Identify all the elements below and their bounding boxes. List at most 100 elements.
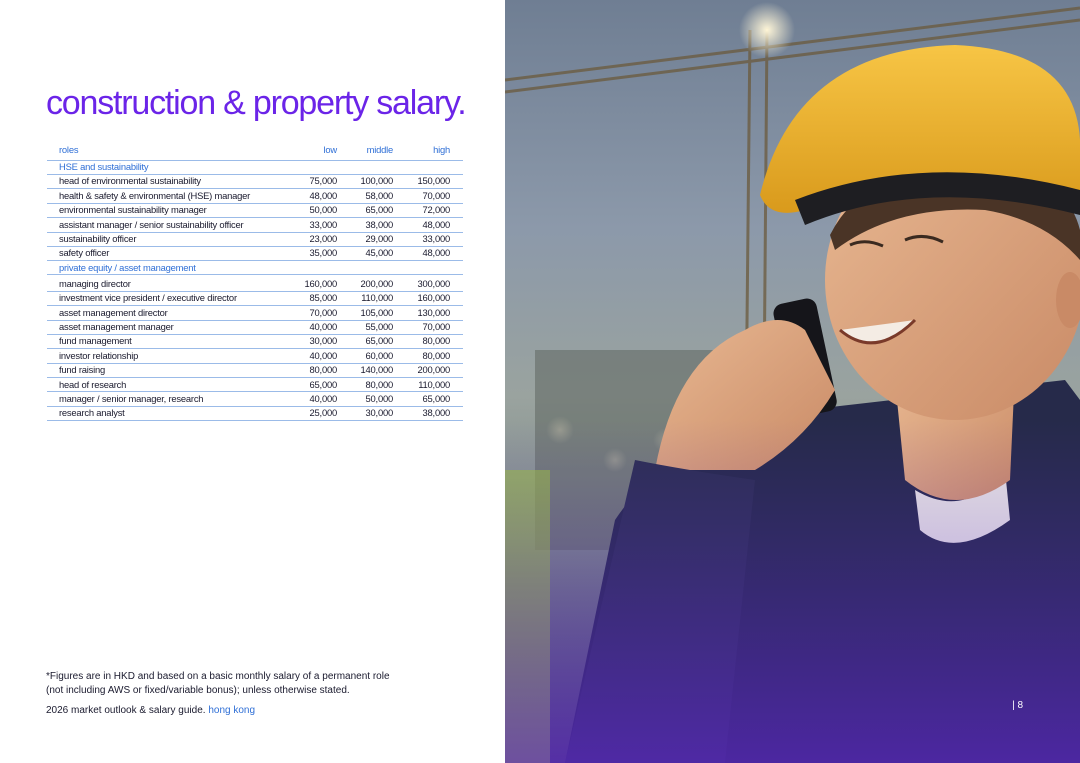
cell-high: 70,000 [393,188,463,204]
cell-low: 33,000 [279,217,337,233]
cell-high: 130,000 [393,305,463,321]
footer-region: hong kong [208,705,256,716]
cell-role: environmental sustainability manager [47,203,279,219]
cell-middle: 58,000 [337,188,393,204]
cell-low: 40,000 [279,348,337,364]
page-footer: 2026 market outlook & salary guide. hong… [46,705,255,716]
cell-role: head of research [47,377,279,393]
cell-low: 160,000 [279,277,337,292]
cell-high: 72,000 [393,203,463,219]
section-label: private equity / asset management [47,260,463,276]
salary-table: roles low middle high HSE and sustainabi… [47,140,463,422]
cell-low: 35,000 [279,246,337,262]
cell-role: fund management [47,334,279,350]
cell-low: 85,000 [279,291,337,307]
cell-low: 48,000 [279,188,337,204]
cell-low: 50,000 [279,203,337,219]
cell-high: 300,000 [393,277,463,292]
cell-low: 70,000 [279,305,337,321]
footnote: *Figures are in HKD and based on a basic… [46,670,446,697]
cell-middle: 110,000 [337,291,393,307]
cell-role: safety officer [47,246,279,262]
table-row: safety officer 35,000 45,000 48,000 [47,246,463,262]
cell-middle: 65,000 [337,334,393,350]
page-number: | 8 [1012,700,1023,711]
footnote-line-2: (not including AWS or fixed/variable bon… [46,684,350,696]
table-row: fund management 30,000 65,000 80,000 [47,334,463,350]
photo-illustration [505,0,1080,763]
construction-worker-photo: | 8 [505,0,1080,763]
table-row: asset management manager 40,000 55,000 7… [47,320,463,335]
cell-low: 40,000 [279,391,337,407]
table-row: asset management director 70,000 105,000… [47,305,463,321]
header-low: low [279,140,337,161]
cell-middle: 50,000 [337,391,393,407]
cell-middle: 45,000 [337,246,393,262]
cell-low: 40,000 [279,320,337,335]
cell-high: 65,000 [393,391,463,407]
table-row: managing director 160,000 200,000 300,00… [47,277,463,292]
cell-high: 200,000 [393,363,463,379]
cell-high: 80,000 [393,334,463,350]
table-row: head of environmental sustainability 75,… [47,174,463,190]
cell-high: 80,000 [393,348,463,364]
cell-role: investment vice president / executive di… [47,291,279,307]
cell-role: head of environmental sustainability [47,174,279,190]
cell-middle: 100,000 [337,174,393,190]
content-panel: construction & property salary. roles lo… [0,0,505,763]
cell-middle: 55,000 [337,320,393,335]
table-row: investor relationship 40,000 60,000 80,0… [47,348,463,364]
cell-middle: 105,000 [337,305,393,321]
cell-role: managing director [47,277,279,292]
cell-role: health & safety & environmental (HSE) ma… [47,188,279,204]
cell-high: 110,000 [393,377,463,393]
cell-role: asset management director [47,305,279,321]
cell-low: 30,000 [279,334,337,350]
header-high: high [393,140,463,161]
cell-middle: 80,000 [337,377,393,393]
footnote-line-1: *Figures are in HKD and based on a basic… [46,671,390,682]
cell-low: 23,000 [279,232,337,247]
cell-role: research analyst [47,406,279,422]
table-row: assistant manager / senior sustainabilit… [47,217,463,233]
cell-middle: 65,000 [337,203,393,219]
table-row: research analyst 25,000 30,000 38,000 [47,406,463,422]
cell-middle: 30,000 [337,406,393,422]
section-label: HSE and sustainability [47,160,463,175]
cell-high: 160,000 [393,291,463,307]
cell-middle: 60,000 [337,348,393,364]
cell-middle: 200,000 [337,277,393,292]
section-header-private-equity: private equity / asset management [47,260,463,276]
cell-high: 38,000 [393,406,463,422]
cell-middle: 140,000 [337,363,393,379]
cell-role: investor relationship [47,348,279,364]
cell-low: 80,000 [279,363,337,379]
cell-role: sustainability officer [47,232,279,247]
footer-guide-title: 2026 market outlook & salary guide. [46,705,206,716]
table-row: manager / senior manager, research 40,00… [47,391,463,407]
table-row: fund raising 80,000 140,000 200,000 [47,363,463,379]
cell-middle: 29,000 [337,232,393,247]
cell-role: manager / senior manager, research [47,391,279,407]
cell-low: 65,000 [279,377,337,393]
table-row: sustainability officer 23,000 29,000 33,… [47,232,463,247]
table-row: health & safety & environmental (HSE) ma… [47,188,463,204]
cell-low: 25,000 [279,406,337,422]
cell-role: assistant manager / senior sustainabilit… [47,217,279,233]
section-header-hse: HSE and sustainability [47,160,463,175]
page-title: construction & property salary. [46,84,467,122]
cell-high: 48,000 [393,246,463,262]
table-row: environmental sustainability manager 50,… [47,203,463,219]
header-middle: middle [337,140,393,161]
table-header-row: roles low middle high [47,140,463,161]
header-roles: roles [47,140,279,161]
cell-middle: 38,000 [337,217,393,233]
cell-high: 70,000 [393,320,463,335]
cell-low: 75,000 [279,174,337,190]
cell-high: 150,000 [393,174,463,190]
cell-role: fund raising [47,363,279,379]
table-row: investment vice president / executive di… [47,291,463,307]
table-row: head of research 65,000 80,000 110,000 [47,377,463,393]
cell-high: 48,000 [393,217,463,233]
cell-role: asset management manager [47,320,279,335]
